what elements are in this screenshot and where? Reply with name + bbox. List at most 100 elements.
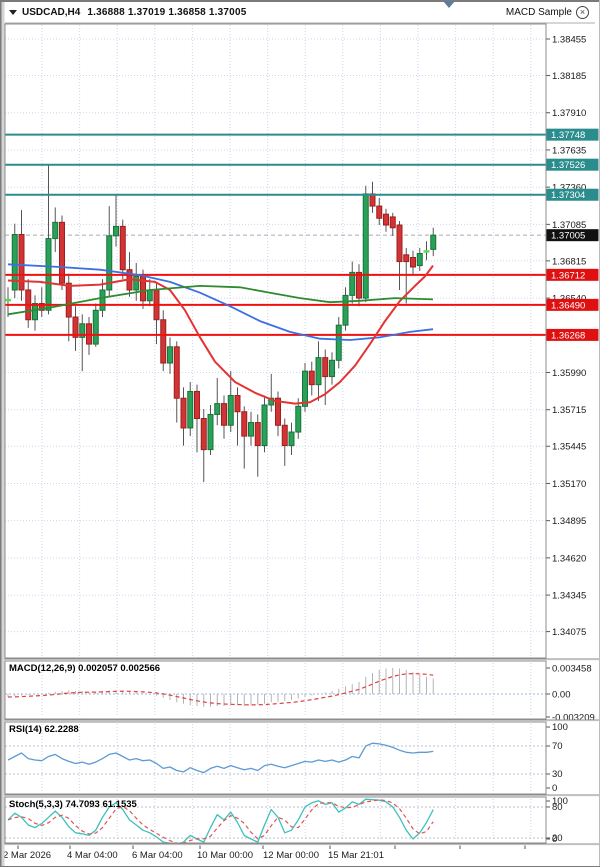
candle-body <box>200 418 207 451</box>
candle-body <box>295 405 302 433</box>
panel-border <box>4 660 547 720</box>
candle-body <box>5 298 11 302</box>
rsi-axis-label: 100 <box>552 722 568 733</box>
window-left-edge <box>1 2 5 867</box>
macd-axis-label: 0.00 <box>552 690 571 701</box>
candle-body <box>79 323 86 338</box>
candle-body <box>180 397 187 429</box>
symbol-timeframe-label: USDCAD,H4 <box>22 6 81 18</box>
candle-body <box>356 271 362 299</box>
candle-body <box>59 221 65 284</box>
candle-body <box>119 225 126 271</box>
price-tick-label: 1.35170 <box>552 479 586 490</box>
candle-body <box>52 221 59 240</box>
chart-shift-marker[interactable] <box>443 1 455 8</box>
macd-panel-label: MACD(12,26,9) 0.002057 0.002566 <box>9 663 161 674</box>
price-badge-bg <box>546 328 599 341</box>
macd-axis-label: 0.003458 <box>552 664 592 675</box>
price-badge-text: 1.37304 <box>551 190 585 201</box>
candle-body <box>383 213 389 226</box>
candle-body <box>389 216 396 229</box>
candle-body <box>254 422 261 447</box>
candle-body <box>167 346 173 364</box>
candle-body <box>227 395 234 426</box>
price-badge-bg <box>546 128 599 141</box>
support-price-badge: 1.36490 <box>546 298 599 311</box>
candle-body <box>288 431 295 447</box>
candle-body <box>214 403 221 415</box>
candle-body <box>349 271 356 296</box>
candle-body <box>403 254 410 263</box>
candle-body <box>32 303 38 321</box>
time-tick-label: 4 Mar 04:00 <box>67 850 118 861</box>
price-badge-bg <box>546 188 599 201</box>
expert-advisor-badge: MACD Sample × <box>505 5 589 19</box>
resistance-price-badge: 1.37304 <box>546 188 599 201</box>
candle-body <box>369 193 376 207</box>
price-tick-label: 1.37085 <box>552 220 586 231</box>
candle-body <box>187 390 194 429</box>
candle-body <box>335 324 342 361</box>
stoch-panel-label: Stoch(5,3,3) 74.7093 61.1535 <box>9 799 137 810</box>
candle-body <box>106 235 113 291</box>
rsi-panel <box>5 742 546 775</box>
candle-body <box>268 397 275 406</box>
stochastic-panel <box>5 798 546 843</box>
candle-body <box>173 346 180 399</box>
expert-close-icon[interactable]: × <box>576 5 589 19</box>
ohlc-values: 1.36888 1.37019 1.36858 1.37005 <box>87 6 247 18</box>
price-tick-label: 1.34345 <box>552 591 586 602</box>
macd-panel <box>5 667 546 707</box>
panel-border <box>4 721 547 795</box>
price-badge-bg <box>546 229 599 242</box>
price-badge-text: 1.37005 <box>551 231 585 242</box>
candle-body <box>72 316 79 338</box>
price-badge-text: 1.36268 <box>551 330 585 341</box>
support-price-badge: 1.36268 <box>546 328 599 341</box>
price-tick-label: 1.37635 <box>552 145 586 156</box>
candle-body <box>160 319 167 364</box>
candle-body <box>38 303 45 311</box>
rsi-axis-label: 0 <box>552 783 557 794</box>
time-tick-label: 12 Mar 00:00 <box>263 850 319 861</box>
candle-body <box>194 390 200 420</box>
candle-body <box>207 413 214 451</box>
red-ma-line <box>7 265 434 405</box>
time-tick-label: 10 Mar 00:00 <box>197 850 253 861</box>
price-badge-bg <box>546 158 599 171</box>
candle-body <box>329 359 335 378</box>
stoch-axis-label: 0 <box>552 834 557 845</box>
indicator-panels-layer: 2 Mar 2026 4 Mar 04:00 6 Mar 04:00 10 Mar 0… <box>3 667 546 861</box>
price-tick-label: 1.34895 <box>552 516 586 527</box>
stoch-d-line <box>7 799 434 843</box>
main-plot-border <box>4 23 547 659</box>
price-tick-label: 1.37360 <box>552 183 586 194</box>
expert-advisor-name: MACD Sample <box>505 6 572 18</box>
price-tick-label: 1.38185 <box>552 71 586 82</box>
price-chart-layer <box>5 133 546 483</box>
candle-body <box>234 395 241 413</box>
price-tick-label: 1.35715 <box>552 405 586 416</box>
time-axis: 2 Mar 2026 4 Mar 04:00 6 Mar 04:00 10 Mar 0… <box>3 845 526 861</box>
price-tick-label: 1.35990 <box>552 368 586 379</box>
candle-body <box>11 234 18 291</box>
symbol-dropdown-icon[interactable] <box>9 9 17 15</box>
candle-body <box>275 397 281 426</box>
price-badge-text: 1.36712 <box>551 270 585 281</box>
candle-body <box>261 404 268 447</box>
price-tick-label: 1.34620 <box>552 553 586 564</box>
current-price-badge: 1.37005 <box>546 229 599 242</box>
candle-body <box>315 357 322 386</box>
price-tick-label: 1.35445 <box>552 442 586 453</box>
window-top-edge <box>0 0 600 2</box>
candle-body <box>113 225 119 237</box>
grid-layer <box>5 25 546 841</box>
candle-body <box>248 422 254 437</box>
stoch-axis-label: 20 <box>552 833 563 844</box>
price-badge-text: 1.36490 <box>551 300 585 311</box>
candle-body <box>416 252 423 267</box>
candle-body <box>302 370 308 407</box>
